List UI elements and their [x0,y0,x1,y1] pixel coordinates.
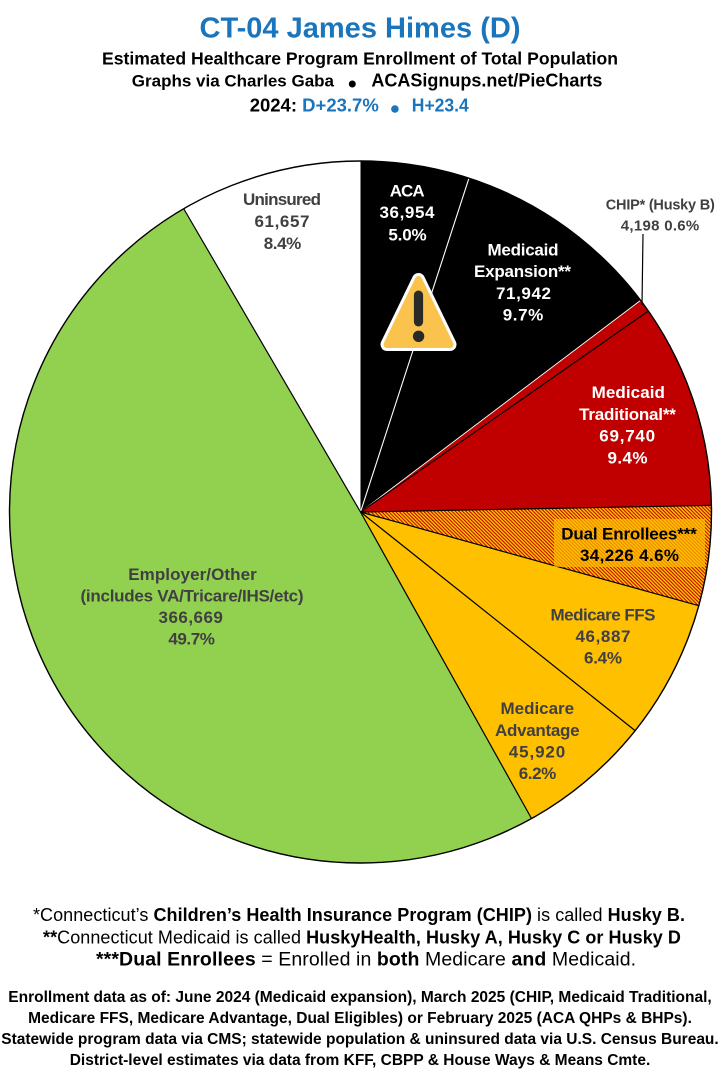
svg-text:8.4%: 8.4% [264,234,302,253]
svg-text:Uninsured: Uninsured [243,190,321,209]
svg-text:Traditional**: Traditional** [579,405,676,424]
svg-text:9.4%: 9.4% [608,448,648,467]
svg-text:71,942: 71,942 [496,284,551,303]
svg-text:69,740: 69,740 [599,427,655,446]
svg-text:Dual Enrollees***: Dual Enrollees*** [561,525,697,544]
svg-text:366,669: 366,669 [159,608,223,627]
svg-text:***Dual Enrollees = Enrolled i: ***Dual Enrollees = Enrolled in both Med… [96,949,636,971]
svg-text:(includes VA/Tricare/IHS/etc): (includes VA/Tricare/IHS/etc) [81,586,304,605]
svg-text:Medicaid: Medicaid [592,383,665,402]
svg-text:Medicaid: Medicaid [488,241,559,260]
svg-text:Estimated Healthcare Program E: Estimated Healthcare Program Enrollment … [102,49,618,69]
svg-text:36,954: 36,954 [380,203,436,222]
svg-text:Employer/Other: Employer/Other [128,565,257,584]
svg-text:6.2%: 6.2% [519,764,557,783]
svg-text:45,920: 45,920 [509,742,566,761]
svg-text:46,887: 46,887 [576,627,631,646]
svg-text:Graphs via Charles Gaba: Graphs via Charles Gaba [132,71,335,90]
svg-text:49.7%: 49.7% [168,629,215,648]
svg-text:61,657: 61,657 [255,212,310,231]
svg-text:Medicare FFS, Medicare Advanta: Medicare FFS, Medicare Advantage, Dual E… [28,1010,692,1027]
svg-text:34,226 4.6%: 34,226 4.6% [580,546,679,565]
svg-text:ACA: ACA [390,182,425,201]
svg-text:Advantage: Advantage [495,721,580,740]
svg-text:6.4%: 6.4% [584,649,622,668]
svg-text:District-level estimates via d: District-level estimates via data from K… [70,1052,651,1069]
svg-text:Expansion**: Expansion** [474,262,571,281]
svg-text:CHIP* (Husky B): CHIP* (Husky B) [606,198,715,214]
svg-text:Enrollment data as of: June 20: Enrollment data as of: June 2024 (Medica… [8,989,711,1006]
svg-text:CT-04 James Himes (D): CT-04 James Himes (D) [200,12,521,44]
svg-text:Medicare: Medicare [501,699,575,718]
svg-text:2024: D+23.7%: 2024: D+23.7% [250,94,379,115]
svg-text:4,198 0.6%: 4,198 0.6% [621,218,700,235]
svg-text:5.0%: 5.0% [388,225,426,244]
svg-text:Statewide program data via CMS: Statewide program data via CMS; statewid… [1,1031,718,1048]
svg-text:9.7%: 9.7% [503,305,544,324]
svg-text:H+23.4: H+23.4 [412,94,470,115]
svg-text:ACASignups.net/PieCharts: ACASignups.net/PieCharts [371,70,602,90]
svg-text:*Connecticut’s Children’s Heal: *Connecticut’s Children’s Health Insuran… [33,905,685,925]
svg-text:Medicare FFS: Medicare FFS [551,606,656,625]
svg-text:**Connecticut Medicaid is call: **Connecticut Medicaid is called HuskyHe… [43,928,681,948]
